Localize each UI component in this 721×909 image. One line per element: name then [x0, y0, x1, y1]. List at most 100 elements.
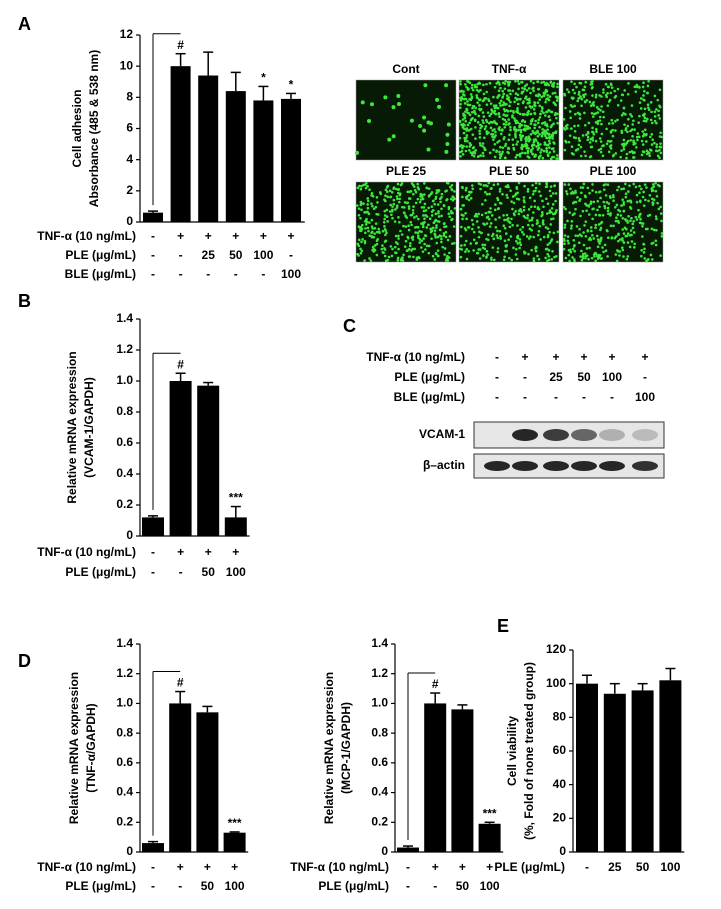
- cell-dot: [507, 146, 510, 150]
- cell-dot: [496, 182, 500, 186]
- cell-dot: [384, 233, 387, 237]
- cell-dot: [526, 190, 530, 193]
- cell-dot: [464, 239, 468, 243]
- cell-dot: [624, 192, 628, 196]
- y-tick-label: 0.6: [116, 435, 133, 449]
- cell-dot: [572, 245, 576, 248]
- cell-dot: [423, 202, 427, 206]
- cell-dot: [591, 139, 595, 142]
- cell-dot: [530, 119, 534, 123]
- cell-dot: [358, 226, 361, 229]
- cell-dot: [447, 205, 451, 209]
- cell-dot: [545, 146, 548, 150]
- y-tick-label: 8: [126, 90, 133, 104]
- cell-dot: [646, 227, 649, 231]
- cell-dot: [511, 195, 515, 198]
- cell-dot: [603, 204, 606, 208]
- cell-dot: [384, 194, 387, 197]
- cell-dot: [359, 229, 363, 233]
- cell-dot: [477, 114, 481, 118]
- cell-dot: [511, 115, 514, 119]
- cell-dot: [430, 214, 434, 217]
- cell-dot: [564, 207, 567, 211]
- cell-dot: [651, 201, 655, 204]
- cell-dot: [506, 196, 509, 199]
- cell-dot: [546, 128, 549, 131]
- cell-dot: [503, 218, 506, 222]
- cell-dot: [536, 101, 540, 104]
- cell-dot: [642, 242, 645, 246]
- micrograph-label: TNF-α: [492, 62, 527, 76]
- cell-dot: [462, 113, 466, 116]
- cell-dot: [444, 149, 449, 154]
- cell-dot: [471, 184, 474, 187]
- cell-dot: [599, 140, 603, 143]
- cell-dot: [655, 194, 659, 198]
- cell-dot: [489, 126, 493, 130]
- cell-dot: [436, 203, 440, 206]
- cell-dot: [643, 257, 647, 260]
- cell-dot: [612, 224, 615, 228]
- cell-dot: [516, 93, 520, 97]
- cell-dot: [569, 116, 572, 120]
- cell-dot: [504, 245, 508, 248]
- cell-dot: [467, 193, 471, 197]
- cell-dot: [634, 185, 638, 189]
- cell-dot: [400, 182, 404, 185]
- cell-dot: [591, 136, 595, 139]
- cell-dot: [553, 113, 557, 117]
- cell-dot: [583, 123, 587, 127]
- bar: [424, 703, 447, 852]
- cell-dot: [547, 115, 551, 118]
- cell-dot: [554, 103, 557, 107]
- cell-dot: [509, 128, 512, 132]
- cell-dot: [572, 201, 575, 205]
- cell-dot: [357, 238, 361, 242]
- cell-dot: [555, 209, 558, 212]
- cell-dot: [433, 232, 437, 236]
- cell-dot: [367, 212, 371, 215]
- cell-dot: [630, 128, 634, 131]
- significance-label: #: [177, 357, 184, 371]
- cell-dot: [510, 200, 513, 203]
- cell-dot: [620, 187, 623, 191]
- cell-dot: [642, 81, 645, 85]
- condition-cell: -: [582, 390, 586, 404]
- cell-dot: [535, 222, 539, 225]
- cell-dot: [525, 235, 529, 238]
- cell-dot: [523, 200, 526, 204]
- cell-dot: [650, 133, 654, 136]
- cell-dot: [423, 242, 426, 246]
- cell-dot: [598, 119, 602, 122]
- cell-dot: [634, 90, 638, 93]
- y-tick-label: 120: [546, 642, 566, 656]
- cell-dot: [468, 121, 471, 125]
- cell-dot: [458, 120, 462, 124]
- cell-dot: [468, 113, 472, 117]
- cell-dot: [532, 107, 536, 111]
- cell-dot: [473, 111, 476, 114]
- condition-label: TNF-α (10 ng/mL): [37, 545, 136, 559]
- cell-dot: [636, 132, 640, 135]
- cell-dot: [591, 217, 594, 221]
- cell-dot: [517, 209, 521, 213]
- cell-dot: [546, 252, 549, 256]
- cell-dot: [606, 92, 609, 95]
- cell-dot: [542, 94, 545, 98]
- cell-dot: [517, 212, 521, 216]
- cell-dot: [643, 99, 646, 102]
- cell-dot: [503, 135, 506, 139]
- cell-dot: [534, 131, 538, 134]
- cell-dot: [631, 135, 634, 138]
- cell-dot: [592, 237, 596, 240]
- cell-dot: [568, 259, 571, 263]
- cell-dot: [392, 186, 396, 189]
- cell-dot: [604, 82, 608, 86]
- y-tick-label: 0.2: [116, 497, 133, 511]
- cell-dot: [464, 110, 467, 113]
- cell-dot: [479, 154, 483, 157]
- cell-dot: [366, 210, 369, 214]
- cell-dot: [516, 234, 520, 238]
- cell-dot: [536, 233, 540, 237]
- cell-dot: [513, 126, 516, 129]
